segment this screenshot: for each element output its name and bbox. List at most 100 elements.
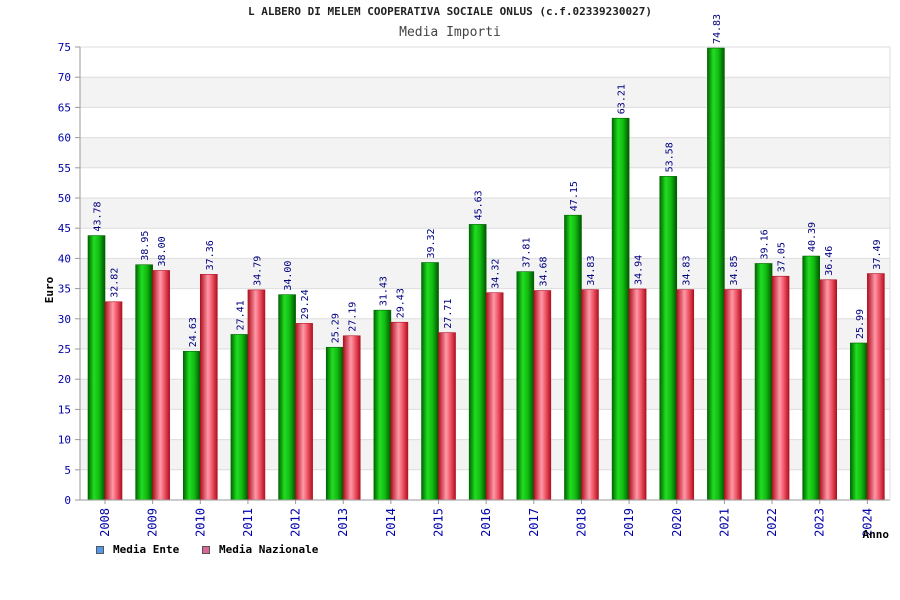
data-label-media-ente: 31.43 [378, 276, 389, 306]
y-tick-label: 20 [58, 373, 71, 386]
bar-media-ente [754, 263, 773, 501]
bar-media-nazionale [104, 301, 123, 501]
data-label-media-nazionale: 32.82 [110, 268, 121, 298]
data-label-media-ente: 25.99 [855, 309, 866, 339]
bar-media-ente [611, 117, 630, 501]
y-tick-label: 75 [58, 41, 71, 54]
bar-media-ente [230, 334, 249, 501]
data-label-media-ente: 43.78 [93, 201, 104, 231]
bar-media-ente [87, 235, 106, 501]
bar-media-ente [468, 224, 487, 501]
bar-media-ente [135, 264, 153, 501]
bar-media-nazionale [676, 289, 695, 501]
data-label-media-nazionale: 38.00 [157, 236, 168, 266]
x-tick-label: 2014 [384, 508, 398, 537]
y-tick-label: 60 [58, 132, 71, 145]
y-tick-label: 30 [58, 313, 71, 326]
x-tick-label: 2011 [241, 508, 255, 537]
y-tick-label: 65 [58, 101, 71, 114]
bar-media-nazionale [390, 321, 409, 501]
data-label-media-nazionale: 37.36 [205, 240, 216, 270]
x-tick-label: 2009 [146, 508, 160, 537]
data-label-media-ente: 39.16 [760, 229, 771, 259]
x-tick-label: 2021 [717, 508, 731, 537]
background-band [80, 77, 890, 108]
data-label-media-nazionale: 29.43 [395, 288, 406, 318]
x-tick-label: 2012 [289, 508, 303, 537]
x-tick-label: 2020 [670, 508, 684, 537]
data-label-media-ente: 39.32 [426, 228, 437, 258]
bar-media-nazionale [295, 323, 313, 501]
bar-media-nazionale [152, 270, 170, 501]
data-label-media-ente: 25.29 [331, 313, 342, 343]
data-label-media-ente: 34.00 [283, 261, 294, 291]
data-label-media-nazionale: 27.19 [348, 302, 359, 332]
legend-item-nazionale: Media Nazionale [202, 543, 318, 556]
data-label-media-nazionale: 34.83 [681, 256, 692, 286]
y-tick-label: 50 [58, 192, 71, 205]
data-label-media-nazionale: 27.71 [443, 299, 454, 329]
labels-group: 0 5 10 15 20 25 30 35 40 45 50 55 60 65 70 75 43.78 32.82… [58, 14, 883, 537]
axes-group [75, 46, 891, 504]
data-label-media-ente: 47.15 [569, 181, 580, 211]
x-tick-label: 2008 [98, 508, 112, 537]
bar-media-nazionale [771, 275, 790, 501]
data-label-media-ente: 40.39 [807, 222, 818, 252]
bar-media-ente [564, 214, 582, 501]
y-tick-label: 0 [64, 494, 71, 507]
data-label-media-nazionale: 34.32 [491, 259, 502, 289]
y-tick-label: 25 [58, 343, 71, 356]
y-tick-label: 35 [58, 283, 71, 296]
data-label-media-nazionale: 37.49 [872, 239, 883, 269]
y-tick-label: 45 [58, 222, 71, 235]
x-tick-label: 2024 [860, 508, 874, 537]
bar-media-nazionale [724, 289, 742, 501]
y-tick-label: 55 [58, 162, 71, 175]
bar-media-ente [707, 47, 725, 501]
x-tick-label: 2018 [574, 508, 588, 537]
bar-media-ente [850, 342, 868, 501]
bar-media-ente [278, 294, 296, 501]
legend-item-ente: Media Ente [96, 543, 179, 556]
data-label-media-ente: 24.63 [188, 317, 199, 347]
legend-label-ente: Media Ente [113, 543, 180, 556]
bar-media-ente [802, 255, 821, 501]
x-tick-label: 2019 [622, 508, 636, 537]
x-tick-label: 2010 [193, 508, 207, 537]
bars-group [87, 47, 885, 501]
y-tick-label: 15 [58, 403, 71, 416]
data-label-media-ente: 27.41 [235, 300, 246, 330]
legend-label-nazionale: Media Nazionale [219, 543, 319, 556]
data-label-media-nazionale: 36.46 [824, 246, 835, 276]
bar-media-ente [373, 309, 392, 501]
bar-media-nazionale [199, 274, 218, 501]
legend-swatch-nazionale [202, 545, 210, 554]
data-label-media-nazionale: 37.05 [777, 242, 788, 272]
data-label-media-nazionale: 34.68 [538, 256, 549, 286]
background-band [80, 137, 890, 168]
bar-media-nazionale [819, 279, 838, 501]
data-label-media-ente: 38.95 [140, 231, 151, 261]
x-tick-label: 2015 [432, 508, 446, 537]
bar-media-nazionale [533, 290, 552, 501]
data-label-media-nazionale: 34.79 [252, 256, 263, 286]
y-tick-label: 70 [58, 71, 71, 84]
data-label-media-ente: 74.83 [712, 14, 723, 44]
x-tick-label: 2022 [765, 508, 779, 537]
y-tick-label: 40 [58, 252, 71, 265]
x-axis-label: Anno [863, 528, 890, 541]
y-tick-label: 10 [58, 434, 71, 447]
bar-media-nazionale [867, 273, 885, 501]
bar-media-nazionale [485, 292, 504, 501]
chart-title: L ALBERO DI MELEM COOPERATIVA SOCIALE ON… [248, 5, 652, 18]
data-label-media-nazionale: 29.24 [300, 289, 311, 319]
data-label-media-ente: 63.21 [617, 84, 628, 114]
x-tick-label: 2023 [813, 508, 827, 537]
bar-media-nazionale [628, 288, 647, 501]
data-label-media-ente: 53.58 [664, 142, 675, 172]
data-label-media-ente: 37.81 [521, 238, 532, 268]
y-tick-label: 5 [64, 464, 71, 477]
bar-media-nazionale [581, 289, 599, 501]
x-tick-label: 2016 [479, 508, 493, 537]
